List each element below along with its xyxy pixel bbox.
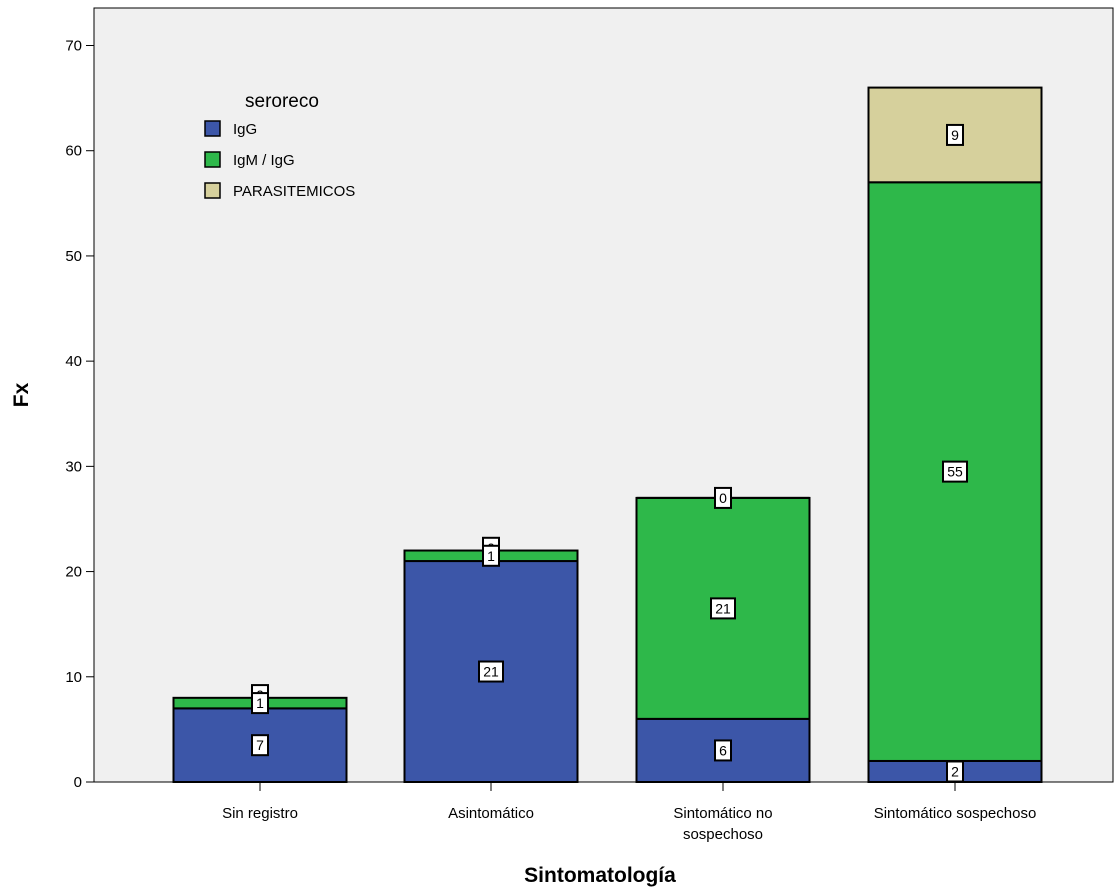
data-label: 9	[951, 127, 959, 143]
legend-label: IgG	[233, 121, 257, 138]
legend-title: seroreco	[245, 91, 319, 112]
data-label: 7	[256, 737, 264, 753]
data-label-box	[478, 660, 504, 683]
data-label: 6	[719, 742, 727, 758]
data-label: 1	[256, 695, 264, 711]
legend-swatch	[204, 182, 221, 199]
data-label: 0	[719, 490, 727, 506]
data-label: 55	[947, 464, 963, 480]
x-tick-label: Sintomático sospechoso	[874, 805, 1037, 822]
y-tick-label: 40	[65, 353, 82, 370]
data-label-box	[714, 739, 732, 762]
y-tick-label: 0	[74, 774, 82, 791]
data-label: 21	[483, 664, 499, 680]
x-axis-title: Sintomatología	[524, 864, 676, 887]
bars	[172, 86, 1043, 784]
data-labels: 701210162102559	[251, 123, 968, 783]
y-axis: 0 10 20 30 40 50 60 70	[65, 8, 95, 791]
data-label-box	[946, 123, 964, 146]
x-tick-label: Sintomático no	[673, 805, 772, 822]
data-label-box	[946, 760, 964, 783]
data-label-box	[710, 597, 736, 620]
y-tick-label: 70	[65, 38, 82, 55]
x-axis: Sin registro Asintomático Sintomático no so…	[222, 782, 1036, 843]
x-tick-label: Asintomático	[448, 805, 534, 822]
data-label-box	[942, 460, 968, 483]
legend-swatch	[204, 120, 221, 137]
data-label-box	[251, 692, 269, 715]
x-tick-label: Sin registro	[222, 805, 298, 822]
data-label-box	[251, 734, 269, 757]
y-tick-label: 60	[65, 143, 82, 160]
data-label-box	[482, 544, 500, 567]
y-tick-label: 10	[65, 669, 82, 686]
legend-swatch	[204, 151, 221, 168]
data-label: 1	[487, 548, 495, 564]
legend: seroreco IgG IgM / IgG PARASITEMICOS	[204, 91, 355, 200]
data-label: 21	[715, 600, 731, 616]
legend-label: PARASITEMICOS	[233, 183, 355, 200]
y-tick-label: 30	[65, 458, 82, 475]
y-tick-label: 20	[65, 564, 82, 581]
y-tick-label: 50	[65, 248, 82, 265]
data-label: 2	[951, 763, 959, 779]
legend-label: IgM / IgG	[233, 152, 295, 169]
y-axis-title: Fx	[10, 382, 33, 407]
data-label-box	[714, 486, 732, 509]
x-tick-label: sospechoso	[683, 826, 763, 843]
